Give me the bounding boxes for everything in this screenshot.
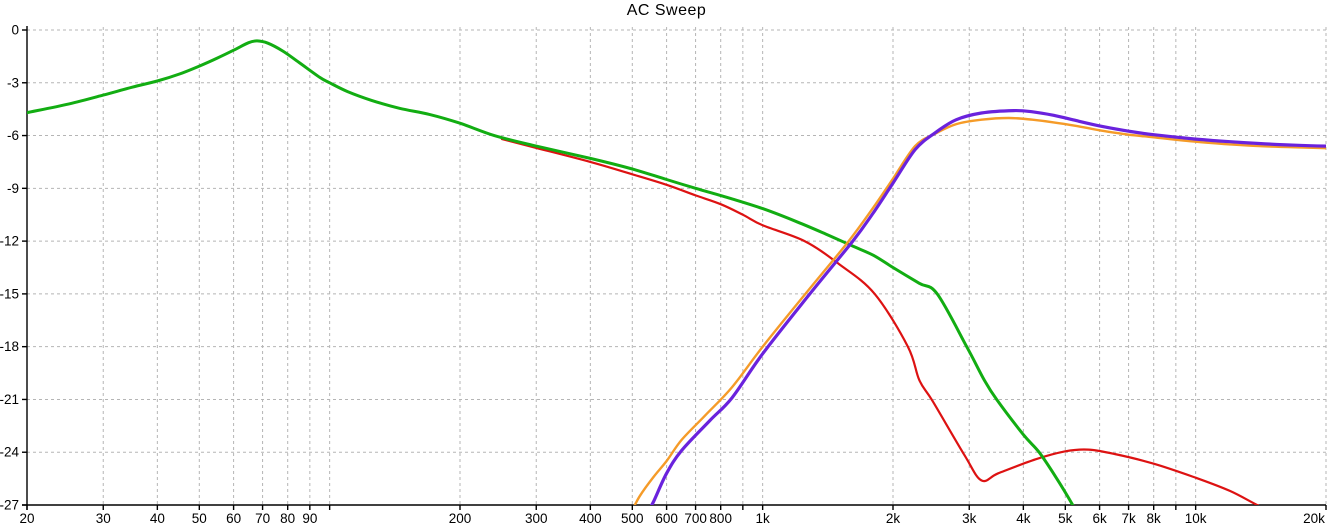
x-tick-label: 600 (655, 511, 678, 526)
x-tick-label: 4k (1016, 511, 1031, 526)
x-tick-label: 20 (19, 511, 34, 526)
y-tick-label: 0 (11, 23, 19, 38)
x-tick-label: 400 (579, 511, 602, 526)
y-tick-label: -9 (7, 181, 19, 196)
x-tick-label: 10k (1185, 511, 1207, 526)
x-tick-label: 5k (1058, 511, 1073, 526)
green-trace-curve (27, 39, 1075, 505)
y-axis-labels: 0 -3 -6 -9 -12 -15 -18 -21 -24 -27 (0, 23, 19, 513)
y-tick-label: -24 (0, 445, 19, 460)
x-tick-label: 800 (709, 511, 732, 526)
orange-trace-curve (633, 116, 1326, 505)
x-tick-label: 20k (1303, 511, 1325, 526)
x-tick-label: 700 (684, 511, 707, 526)
x-tick-label: 1k (756, 511, 771, 526)
x-tick-label: 6k (1092, 511, 1107, 526)
x-tick-label: 3k (962, 511, 977, 526)
purple-trace-curve (649, 108, 1326, 505)
y-tick-label: -12 (0, 234, 19, 249)
x-tick-label: 8k (1147, 511, 1162, 526)
y-tick-label: -15 (0, 286, 19, 301)
x-tick-label: 7k (1121, 511, 1136, 526)
x-tick-label: 30 (96, 511, 111, 526)
x-axis-labels: 20 30 40 50 60 70 80 90 200 300 400 500 600 700 800 1k 2… (19, 511, 1325, 526)
gridlines (27, 27, 1327, 505)
x-tick-label: 80 (280, 511, 295, 526)
axes (22, 26, 1327, 510)
x-tick-label: 50 (192, 511, 207, 526)
y-tick-label: -27 (0, 498, 19, 513)
y-tick-label: -18 (0, 339, 19, 354)
x-tick-label: 200 (449, 511, 472, 526)
red-trace-curve (500, 137, 1260, 505)
x-tick-label: 40 (150, 511, 165, 526)
x-tick-label: 300 (525, 511, 548, 526)
y-tick-label: -3 (7, 75, 19, 90)
y-tick-label: -21 (0, 392, 19, 407)
y-tick-label: -6 (7, 128, 19, 143)
x-tick-label: 90 (302, 511, 317, 526)
x-tick-label: 60 (226, 511, 241, 526)
x-tick-label: 70 (255, 511, 270, 526)
traces (27, 39, 1326, 505)
chart-title: AC Sweep (626, 2, 707, 19)
x-tick-label: 500 (621, 511, 644, 526)
x-tick-label: 2k (886, 511, 901, 526)
